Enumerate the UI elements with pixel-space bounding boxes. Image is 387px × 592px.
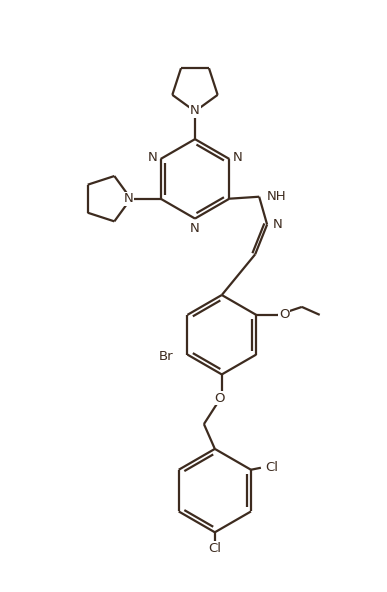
Text: O: O [279,308,289,321]
Text: Br: Br [159,350,173,363]
Text: N: N [190,104,200,117]
Text: N: N [148,150,158,163]
Text: NH: NH [267,190,287,203]
Text: Cl: Cl [265,461,278,474]
Text: N: N [233,150,242,163]
Text: N: N [190,222,200,235]
Text: N: N [124,192,134,205]
Text: O: O [214,392,225,405]
Text: N: N [273,218,283,231]
Text: Cl: Cl [208,542,221,555]
